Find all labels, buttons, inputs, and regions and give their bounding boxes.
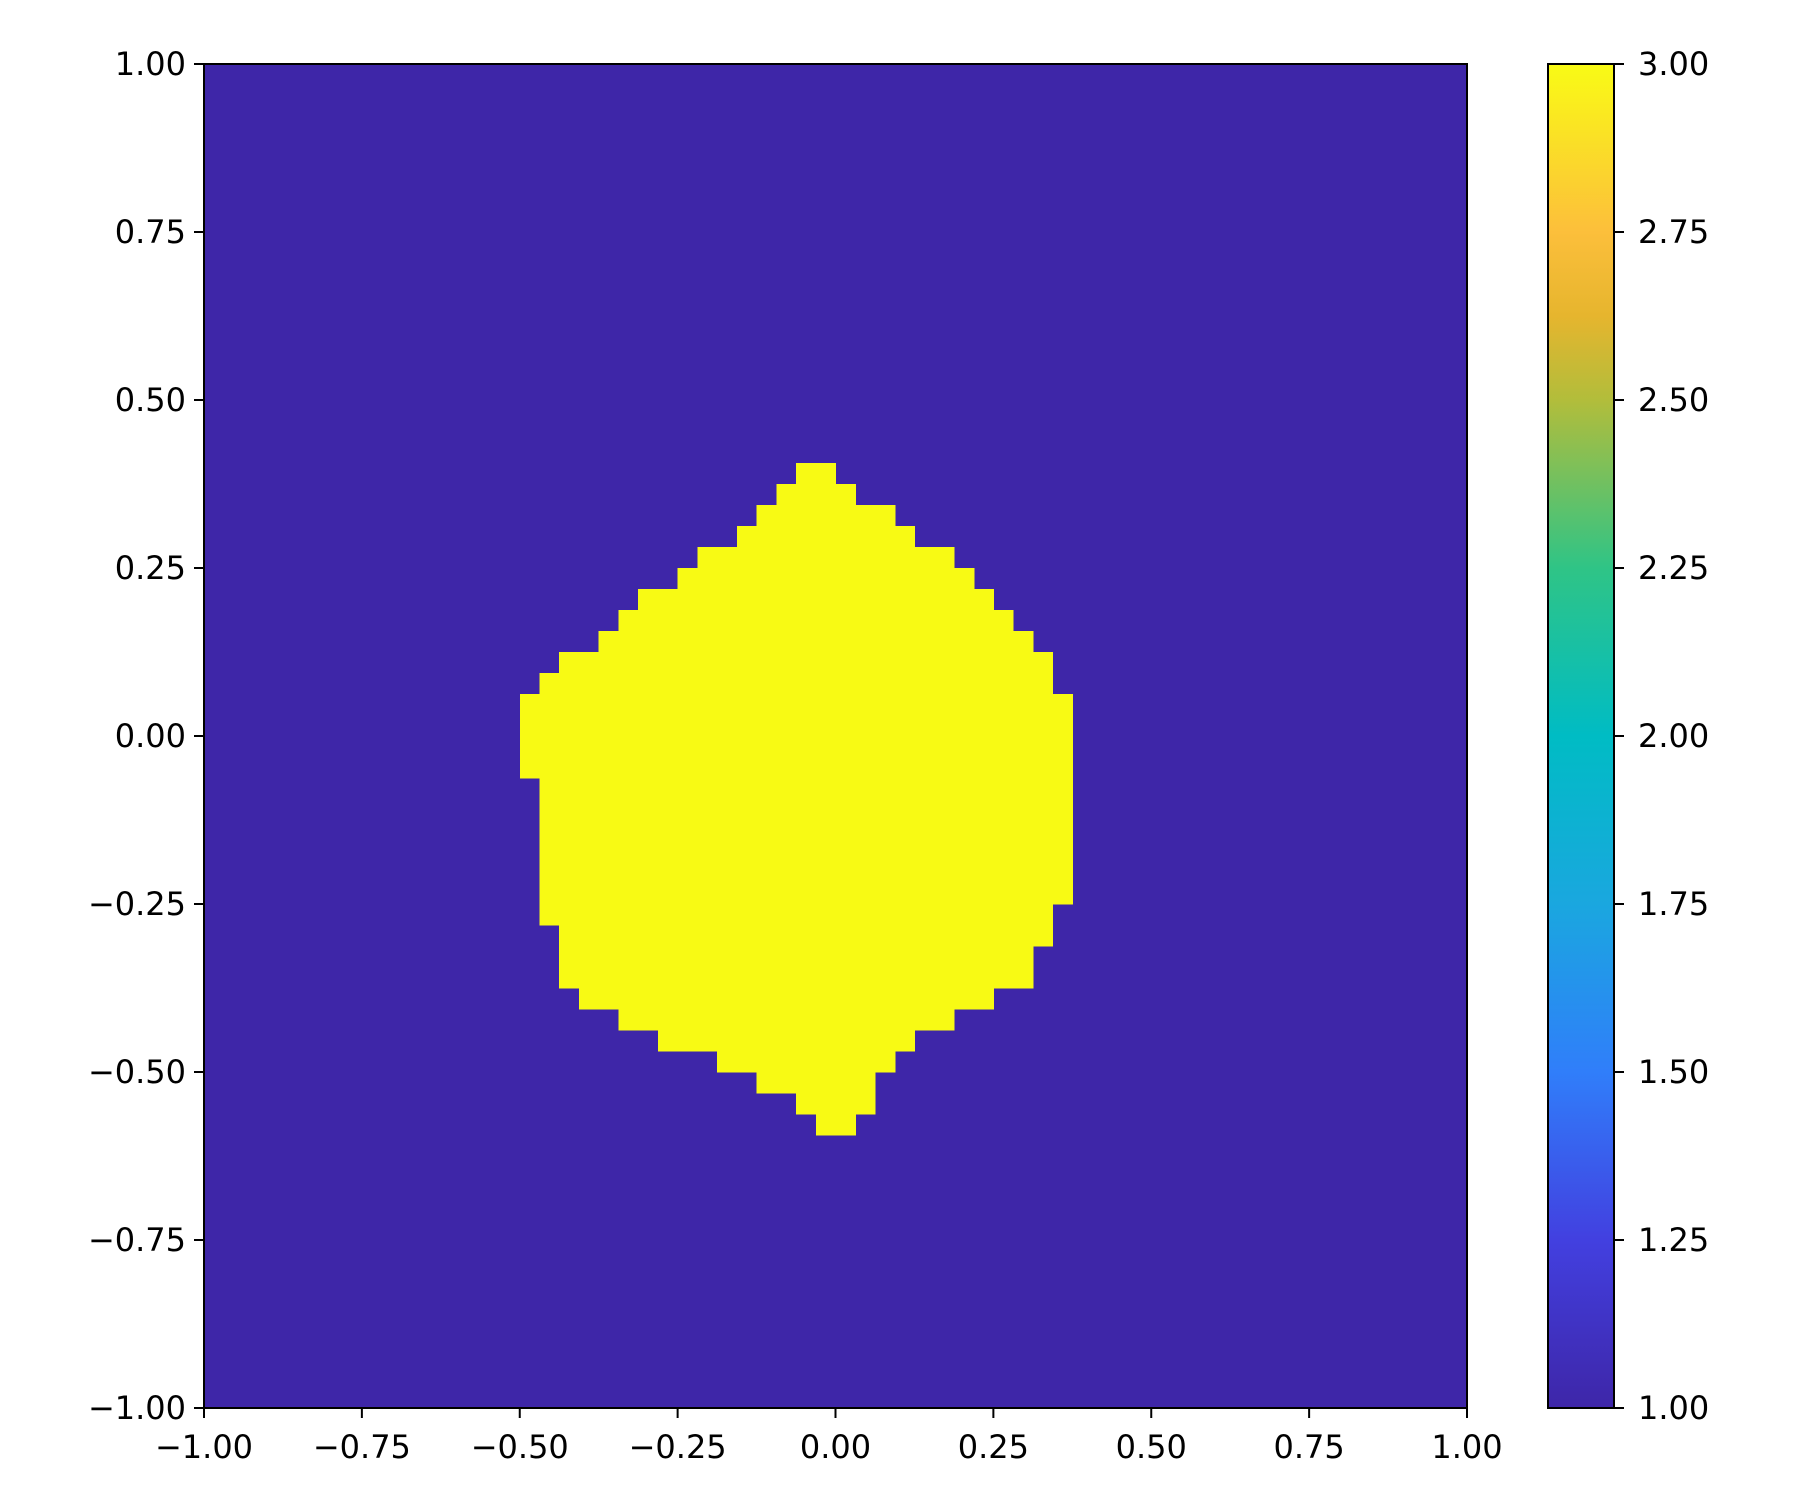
heatmap-cell-row bbox=[579, 988, 994, 1010]
colorbar-tick-label: 1.50 bbox=[1638, 1053, 1709, 1091]
heatmap-cell-row bbox=[776, 484, 856, 506]
heatmap-cell-row bbox=[539, 778, 1072, 905]
heatmap-cell-row bbox=[599, 631, 1034, 653]
heatmap-cell-row bbox=[658, 1030, 915, 1052]
y-tick-label: 0.75 bbox=[115, 213, 186, 251]
heatmap-cell-row bbox=[737, 526, 915, 548]
plot-area bbox=[204, 64, 1467, 1408]
heatmap-cell-row bbox=[796, 1093, 876, 1115]
y-tick-label: 1.00 bbox=[115, 45, 186, 83]
x-tick-label: 0.00 bbox=[800, 1428, 871, 1466]
heatmap-cell-row bbox=[796, 463, 836, 485]
y-axis: 1.00 0.75 0.50 0.25 0.00 −0.25 −0.50 −0.75 −1.00 bbox=[88, 45, 204, 1427]
heatmap-cell-row bbox=[539, 904, 1053, 926]
colorbar-tick-label: 2.00 bbox=[1638, 717, 1709, 755]
y-tick-label: 0.25 bbox=[115, 549, 186, 587]
heatmap-cell-row bbox=[618, 610, 1013, 632]
colorbar-tick-label: 2.25 bbox=[1638, 549, 1709, 587]
heatmap-cell-row bbox=[618, 1009, 954, 1031]
y-tick-label: 0.50 bbox=[115, 381, 186, 419]
heatmap-cell-row bbox=[757, 505, 896, 527]
colorbar: 1.00 1.25 1.50 1.75 2.00 2.25 2.50 2.75 3.00 bbox=[1548, 45, 1709, 1427]
colorbar-tick-label: 3.00 bbox=[1638, 45, 1709, 83]
y-tick-label: −0.50 bbox=[88, 1053, 186, 1091]
heatmap-cell-row bbox=[559, 946, 1033, 989]
x-tick-label: −1.00 bbox=[155, 1428, 253, 1466]
colorbar-tick-label: 1.75 bbox=[1638, 885, 1709, 923]
heatmap-cell-row bbox=[717, 1051, 895, 1073]
x-tick-label: −0.75 bbox=[313, 1428, 411, 1466]
x-tick-label: −0.50 bbox=[471, 1428, 569, 1466]
colorbar-tick-label: 1.25 bbox=[1638, 1221, 1709, 1259]
x-tick-label: 0.75 bbox=[1274, 1428, 1345, 1466]
heatmap-cell-row bbox=[638, 589, 994, 611]
colorbar-tick-label: 2.75 bbox=[1638, 213, 1709, 251]
heatmap-cell-row bbox=[678, 568, 975, 590]
heatmap-cell-row bbox=[520, 694, 1073, 779]
x-tick-label: 1.00 bbox=[1431, 1428, 1502, 1466]
y-tick-label: −1.00 bbox=[88, 1389, 186, 1427]
colorbar-tick-label: 1.00 bbox=[1638, 1389, 1709, 1427]
heatmap-cell-row bbox=[539, 673, 1053, 695]
heatmap-cell-row bbox=[559, 652, 1053, 674]
heatmap-cell-row bbox=[559, 925, 1053, 947]
heatmap-cell-row bbox=[816, 1114, 856, 1136]
y-tick-label: −0.25 bbox=[88, 885, 186, 923]
y-tick-label: −0.75 bbox=[88, 1221, 186, 1259]
x-tick-label: 0.25 bbox=[958, 1428, 1029, 1466]
x-tick-label: 0.50 bbox=[1116, 1428, 1187, 1466]
x-axis: −1.00 −0.75 −0.50 −0.25 0.00 0.25 0.50 0.75 1.00 bbox=[155, 1408, 1503, 1466]
x-tick-label: −0.25 bbox=[629, 1428, 727, 1466]
colorbar-tick-label: 2.50 bbox=[1638, 381, 1709, 419]
colorbar-scale bbox=[1548, 64, 1614, 1408]
y-tick-label: 0.00 bbox=[115, 717, 186, 755]
heatmap-cell-row bbox=[697, 547, 954, 569]
heatmap-cell-row bbox=[757, 1072, 876, 1094]
